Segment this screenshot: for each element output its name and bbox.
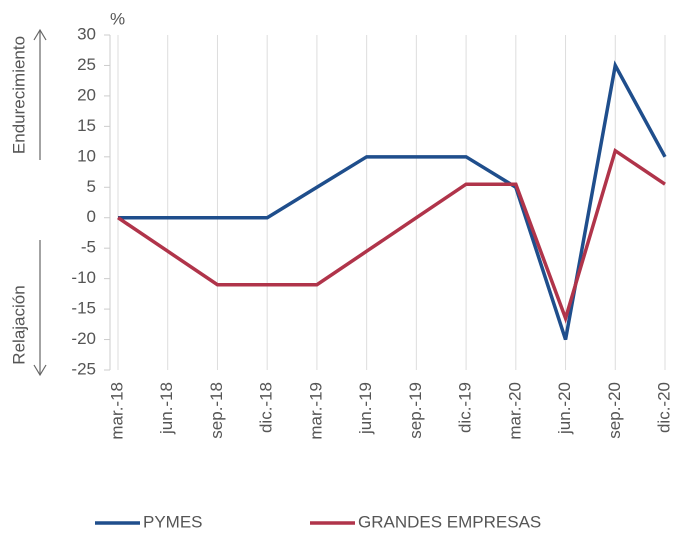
unit-label: % [110, 9, 125, 28]
y-tick-label: -20 [71, 329, 96, 348]
series-line [118, 60, 667, 341]
y-tick-label: 10 [77, 146, 96, 165]
arrows [33, 28, 47, 377]
x-tick-label: mar.-18 [107, 382, 126, 440]
x-tick-label: dic.-19 [456, 382, 475, 433]
y-tick-label: -10 [71, 268, 96, 287]
annotation: Endurecimiento [9, 36, 28, 154]
annotation: Relajación [9, 285, 28, 364]
legend-label: GRANDES EMPRESAS [358, 512, 541, 531]
y-tick-label: -15 [71, 299, 96, 318]
y-tick-label: -5 [81, 238, 96, 257]
x-tick-label: sep.-18 [207, 382, 226, 439]
x-tick-label: dic.-18 [257, 382, 276, 433]
y-tick-label: 5 [87, 177, 96, 196]
y-tick-label: -25 [71, 359, 96, 378]
x-tick-label: sep.-20 [605, 382, 624, 439]
x-tick-label: dic.-20 [654, 382, 673, 433]
y-tick-label: 25 [77, 55, 96, 74]
x-tick-label: jun.-20 [555, 382, 574, 435]
x-tick-label: mar.-20 [505, 382, 524, 440]
series-line [117, 147, 666, 324]
x-tick-label: jun.-18 [157, 382, 176, 435]
legend-label: PYMES [143, 512, 203, 531]
x-tick-label: jun.-19 [356, 382, 375, 435]
x-tick-label: sep.-19 [406, 382, 425, 439]
y-tick-label: 30 [77, 24, 96, 43]
x-tick-label: mar.-19 [306, 382, 325, 440]
y-tick-label: 0 [87, 207, 96, 226]
y-tick-label: 15 [77, 116, 96, 135]
y-tick-label: 20 [77, 85, 96, 104]
